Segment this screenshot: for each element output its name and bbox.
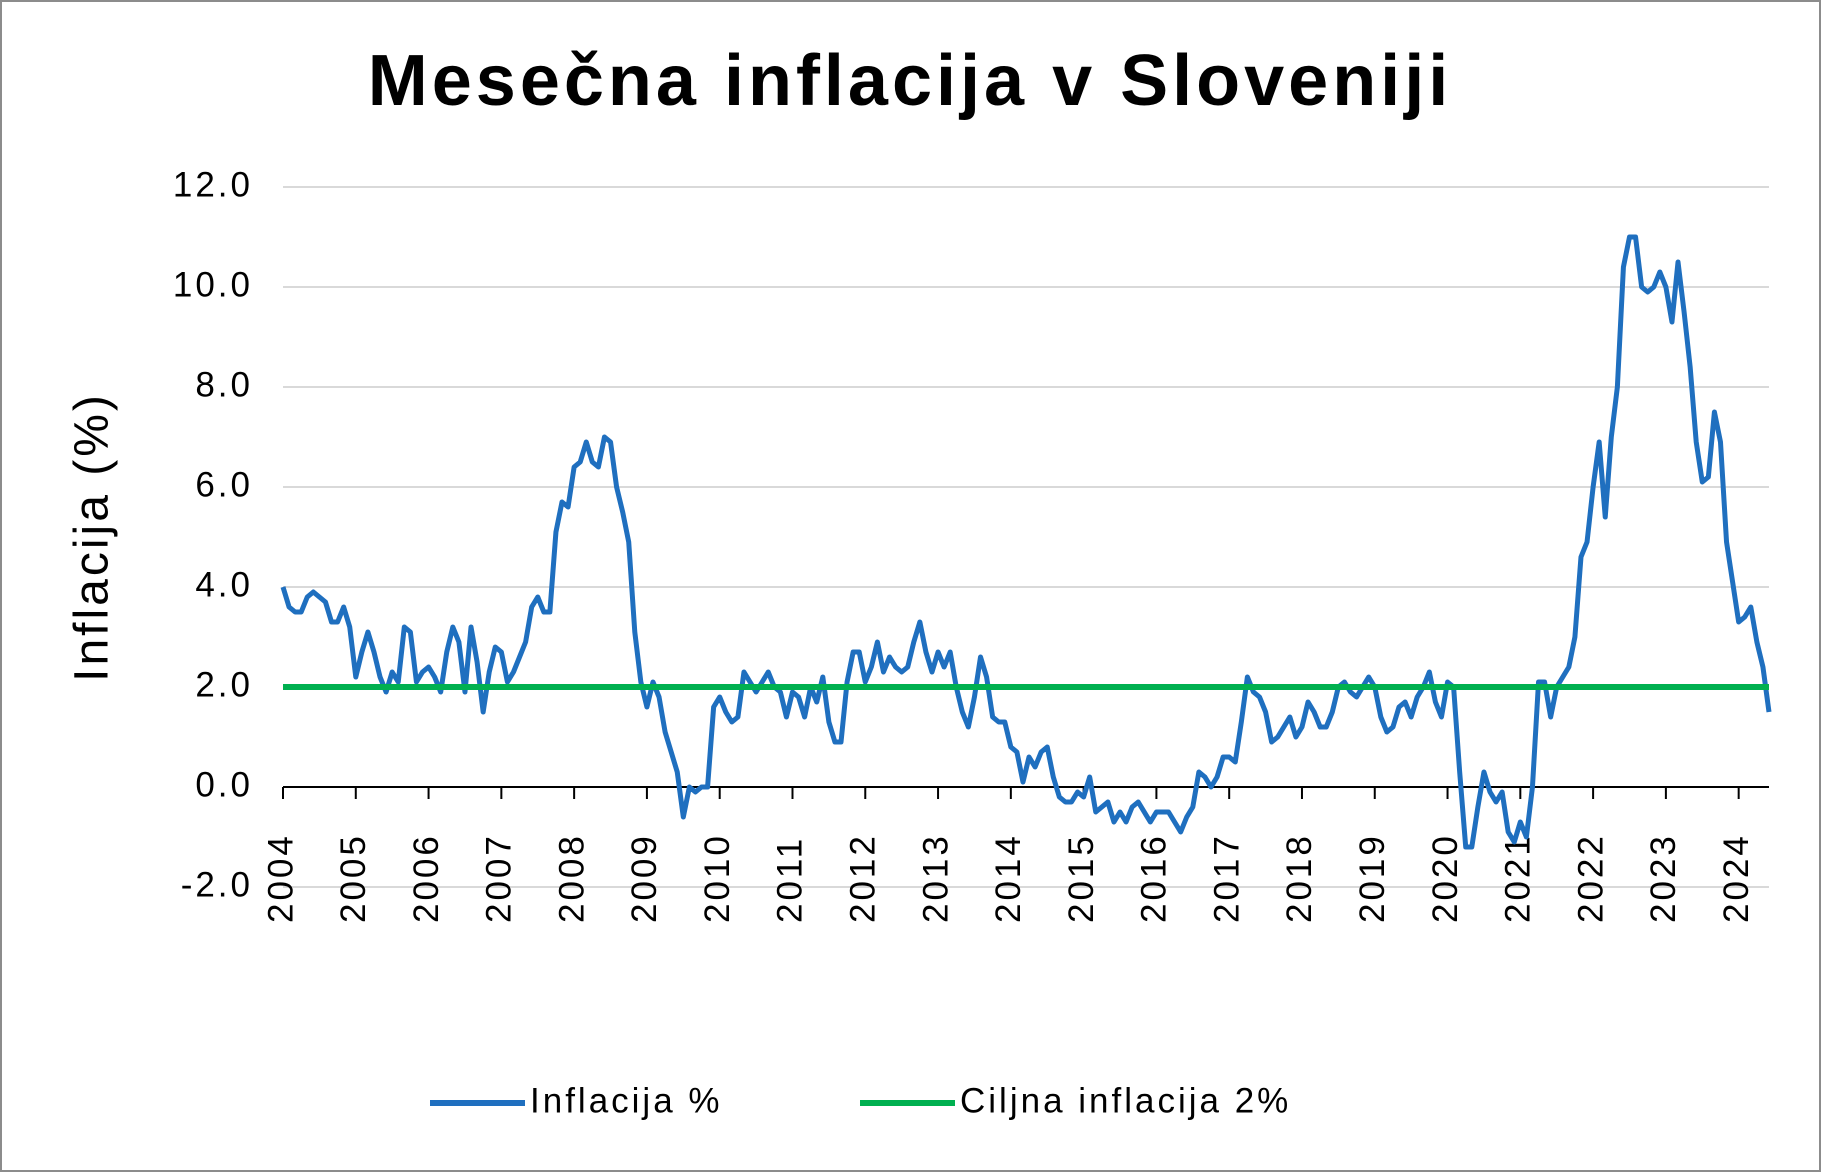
- x-tick-label: 2016: [1135, 833, 1174, 923]
- x-tick-label: 2008: [552, 833, 591, 923]
- x-tick-label: 2005: [334, 833, 373, 923]
- x-tick-label: 2004: [261, 833, 300, 923]
- y-tick-label: 12.0: [173, 165, 253, 204]
- legend-label: Inflacija %: [530, 1081, 723, 1120]
- legend-label: Ciljna inflacija 2%: [960, 1081, 1291, 1120]
- x-tick-label: 2009: [625, 833, 664, 923]
- x-tick-label: 2017: [1207, 833, 1246, 923]
- x-tick-label: 2010: [698, 833, 737, 923]
- chart-title: Mesečna inflacija v Sloveniji: [368, 41, 1452, 121]
- x-tick-label: 2014: [989, 833, 1028, 923]
- x-tick-label: 2018: [1280, 833, 1319, 923]
- y-tick-label: 4.0: [195, 565, 253, 604]
- x-tick-label: 2023: [1644, 833, 1683, 923]
- y-tick-label: 8.0: [195, 365, 253, 404]
- x-tick-label: 2020: [1426, 833, 1465, 923]
- x-tick-label: 2021: [1499, 833, 1538, 923]
- y-tick-label: 2.0: [195, 665, 253, 704]
- y-tick-label: 0.0: [195, 765, 253, 804]
- y-tick-label: 6.0: [195, 465, 253, 504]
- x-tick-label: 2007: [480, 833, 519, 923]
- x-tick-label: 2013: [916, 833, 955, 923]
- series-line: [280, 234, 1772, 850]
- y-axis-label: Inflacija (%): [66, 392, 119, 682]
- x-tick-label: 2012: [844, 833, 883, 923]
- y-tick-label: 10.0: [173, 265, 253, 304]
- x-tick-label: 2024: [1717, 833, 1756, 923]
- x-tick-label: 2022: [1571, 833, 1610, 923]
- y-tick-label: -2.0: [181, 865, 253, 904]
- x-tick-label: 2011: [771, 836, 810, 923]
- x-tick-label: 2015: [1062, 833, 1101, 923]
- x-tick-label: 2006: [407, 833, 446, 923]
- x-tick-label: 2019: [1353, 833, 1392, 923]
